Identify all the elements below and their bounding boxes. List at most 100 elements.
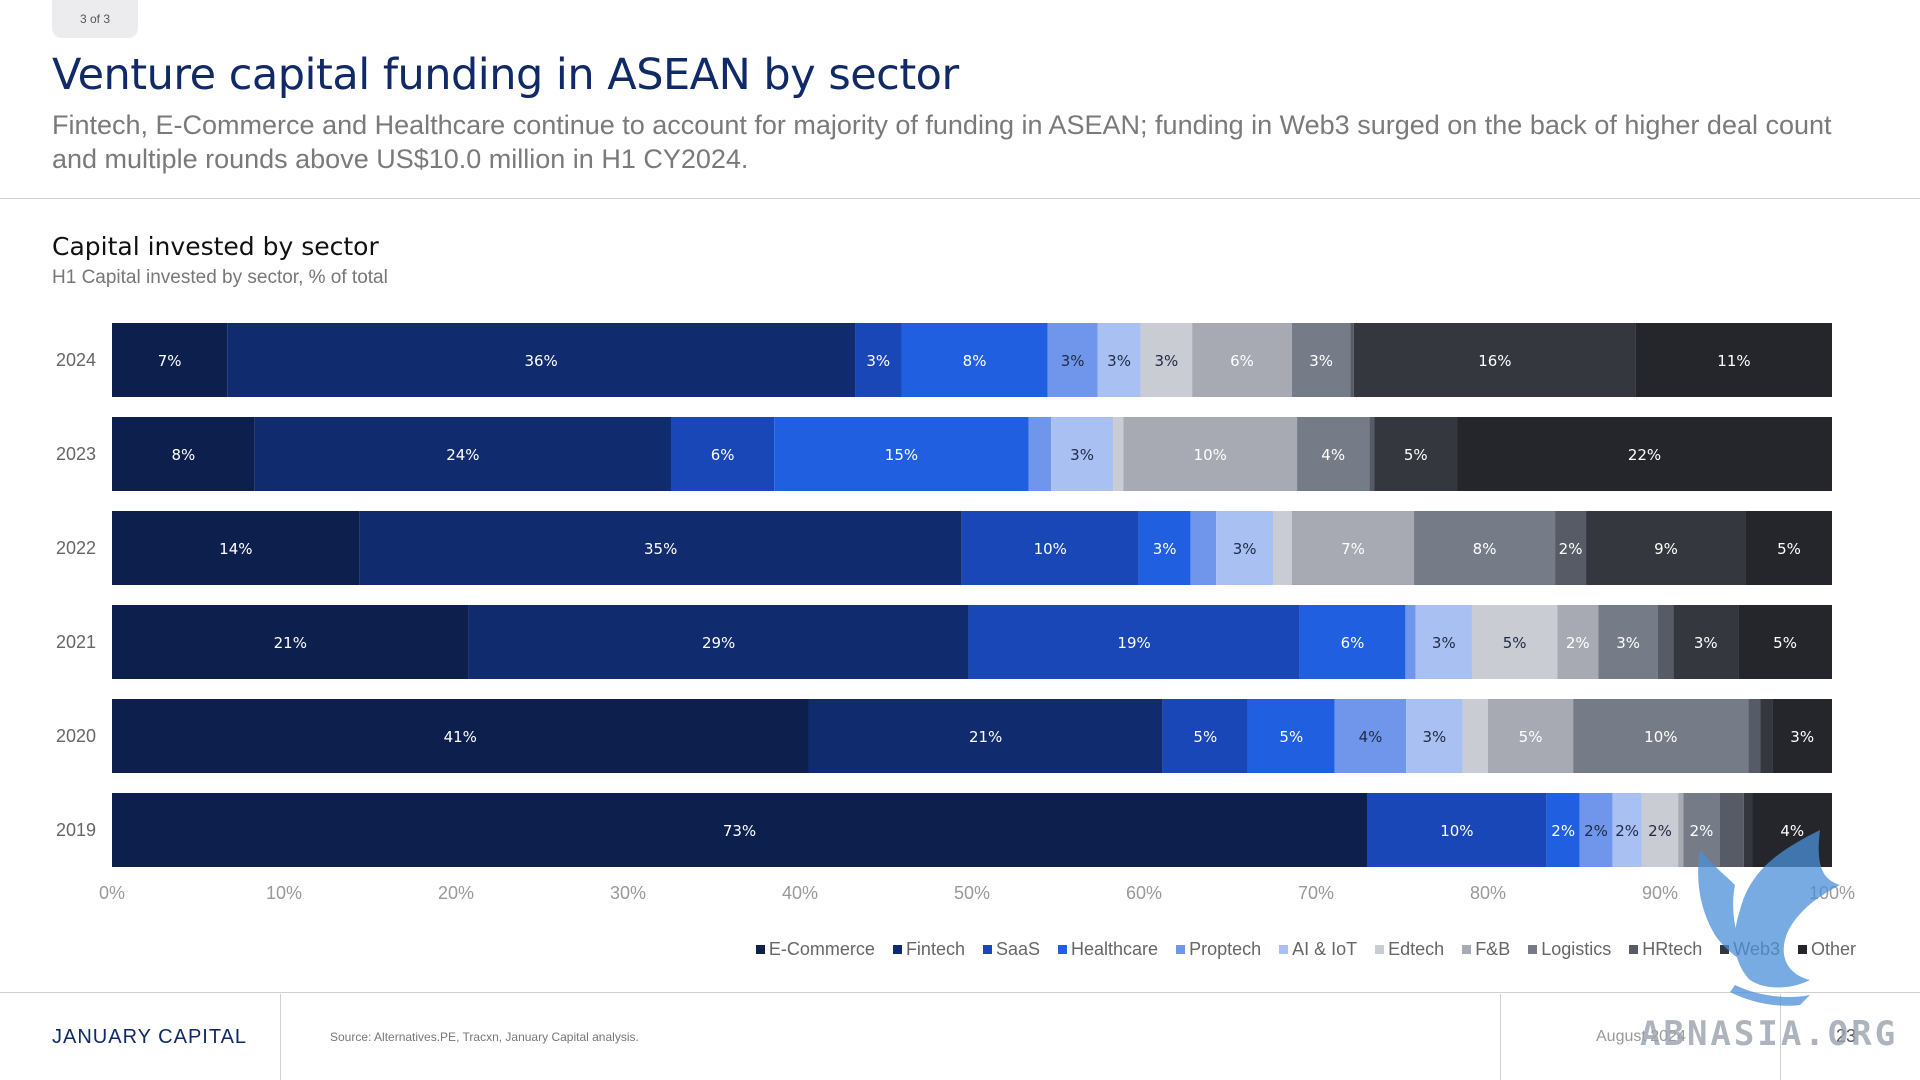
data-label: 5% [1193,728,1217,746]
footer-separator [1780,994,1781,1080]
data-label: 7% [1341,540,1365,558]
legend-item: Edtech [1375,939,1444,960]
footer-date: August 2024 [1596,1028,1686,1045]
bar-segment [1760,699,1773,773]
bar-segment [808,699,1163,773]
data-label: 11% [1717,352,1750,370]
data-label: 4% [1780,822,1804,840]
bar-segment [1051,417,1114,491]
bar-segment [1579,793,1613,867]
legend-swatch [1462,945,1472,954]
bar-segment [1414,511,1556,585]
legend-label: Logistics [1541,939,1612,959]
data-label: 3% [1070,446,1094,464]
x-tick-label: 50% [954,883,990,903]
y-tick-label: 2020 [56,726,96,746]
y-tick-label: 2024 [56,350,96,370]
bar-segment [1406,699,1463,773]
x-tick-label: 70% [1298,883,1334,903]
bar-segment [1113,417,1124,491]
watermark-text: ABNASIA.ORG [1640,1014,1899,1054]
data-label: 3% [1309,352,1333,370]
data-label: 14% [219,540,252,558]
bar-segment [227,323,856,397]
data-label: 29% [702,634,735,652]
legend-label: AI & IoT [1292,939,1358,959]
data-label: 2% [1648,822,1672,840]
bar-segment [1299,605,1406,679]
bar-segment [1657,605,1674,679]
bar-segment [1190,511,1217,585]
data-label: 10% [1644,728,1677,746]
legend-swatch [1629,945,1639,954]
page-indicator: 3 of 3 [52,0,138,38]
legend-label: Edtech [1388,939,1445,959]
legend-label: SaaS [995,939,1041,959]
bar-segment [1297,417,1370,491]
bar-segment [1555,511,1587,585]
bar-segment [901,323,1048,397]
bar-segment [468,605,969,679]
bar-segment [1291,323,1351,397]
x-tick-label: 80% [1470,883,1506,903]
data-label: 21% [274,634,307,652]
data-label: 6% [1230,352,1254,370]
data-label: 8% [1473,540,1497,558]
data-label: 3% [866,352,890,370]
bar-segment [1028,417,1052,491]
data-label: 10% [1194,446,1227,464]
data-label: 7% [158,352,182,370]
bar-segment [1488,699,1574,773]
data-label: 3% [1422,728,1446,746]
x-tick-label: 60% [1126,883,1162,903]
bar-segment [961,511,1139,585]
bar-segment [1291,511,1415,585]
legend-item: Healthcare [1058,939,1158,960]
bar-segment [1462,699,1488,773]
data-label: 15% [885,446,918,464]
data-label: 21% [969,728,1002,746]
bar-segment [1743,793,1753,867]
bar-segment [968,605,1300,679]
x-tick-label: 40% [782,883,818,903]
bar-segment [359,511,962,585]
bar-segment [1374,417,1458,491]
bar-segment [1546,793,1580,867]
page-title: Venture capital funding in ASEAN by sect… [52,50,959,100]
data-label: 5% [1777,540,1801,558]
chart-title: Capital invested by sector [52,232,379,261]
legend-swatch [1797,945,1807,954]
bar-segment [774,417,1029,491]
data-label: 9% [1654,540,1678,558]
legend-swatch [1720,945,1730,954]
legend-item: AI & IoT [1279,939,1357,960]
bar-segment [1573,699,1749,773]
bar-segment [855,323,902,397]
bar-segment [1719,793,1744,867]
bar-segment [1612,793,1642,867]
legend-item: Fintech [892,939,965,960]
y-tick-label: 2019 [56,820,96,840]
data-label: 5% [1404,446,1428,464]
bar-segment [1748,699,1761,773]
data-label: 3% [1153,540,1177,558]
legend-label: F&B [1475,939,1511,959]
legend-label: Healthcare [1071,939,1159,959]
data-label: 10% [1440,822,1473,840]
legend-swatch [1058,945,1068,954]
bar-segment [1273,511,1292,585]
bar-segment [1192,323,1292,397]
legend-item: Proptech [1176,939,1261,960]
bar-segment [1678,793,1684,867]
bar-segment [112,793,1367,867]
legend-swatch [892,945,902,954]
legend-label: Other [1810,939,1856,959]
chart-subtitle: H1 Capital invested by sector, % of tota… [52,267,388,288]
bar-segment [1366,793,1547,867]
legend-item: HRtech [1629,939,1702,960]
x-tick-label: 20% [438,883,474,903]
bar-segment [254,417,671,491]
data-label: 24% [446,446,479,464]
x-tick-label: 0% [99,883,125,903]
data-label: 2% [1615,822,1639,840]
